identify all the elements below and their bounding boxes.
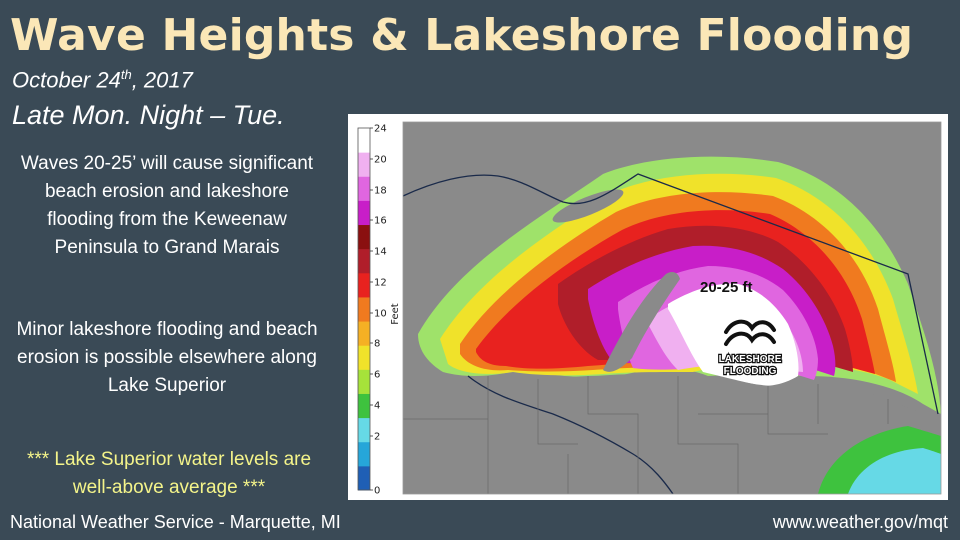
colorbar-tick-label: 24 [374, 124, 387, 135]
colorbar-border [357, 127, 371, 491]
colorbar-segment [358, 176, 370, 201]
colorbar-tick-label: 18 [374, 186, 387, 197]
badge-line-2: FLOODING [724, 366, 777, 377]
page-title: Wave Heights & Lakeshore Flooding [10, 10, 914, 61]
colorbar-segment [358, 441, 370, 467]
footer-url: www.weather.gov/mqt [772, 512, 948, 532]
wave-height-callout: 20-25 ft [700, 279, 753, 296]
colorbar-segment [358, 321, 370, 346]
lakeshore-flooding-badge: LAKESHORE FLOODING [717, 319, 783, 378]
lake-michigan-waves-low [848, 448, 941, 494]
impact-paragraph-minor: Minor lakeshore flooding and beach erosi… [16, 319, 318, 396]
colorbar-segment [358, 152, 370, 177]
lake-superior-waves [418, 156, 941, 414]
water-level-note: *** Lake Superior water levels are well-… [26, 449, 312, 498]
colorbar-segment [358, 296, 370, 322]
colorbar-segment [358, 224, 370, 250]
colorbar-tick-label: 20 [374, 155, 387, 166]
date-suffix: th [120, 67, 132, 82]
colorbar-tick-label: 14 [374, 247, 387, 258]
colorbar-segment [358, 200, 370, 226]
colorbar-tick-label: 4 [374, 401, 380, 412]
upper-peninsula [403, 374, 941, 494]
wave-height-map: 24 20 18 16 14 12 10 8 6 4 2 0 Feet [348, 114, 948, 500]
colorbar-tick-label: 10 [374, 309, 387, 320]
state-borders [403, 173, 939, 494]
forecast-period: Late Mon. Night – Tue. [12, 100, 285, 130]
colorbar-segment [358, 393, 370, 419]
badge-line-1: LAKESHORE [719, 354, 782, 365]
colorbar-tick-label: 12 [374, 278, 387, 289]
colorbar-tick-label: 16 [374, 216, 387, 227]
footer-office: National Weather Service - Marquette, MI [10, 512, 341, 532]
keweenaw-peninsula [603, 271, 680, 372]
date-year: , 2017 [131, 67, 193, 93]
colorbar-tick-label: 6 [374, 370, 380, 381]
isle-royale [552, 189, 624, 223]
county-borders [403, 376, 889, 494]
colorbar-segment [358, 345, 370, 370]
colorbar-segment [358, 417, 370, 443]
map-area [403, 122, 941, 494]
colorbar-segment [358, 272, 370, 298]
colorbar-tick-label: 0 [374, 486, 380, 497]
colorbar-segments [358, 128, 370, 491]
colorbar-segment [358, 369, 370, 394]
colorbar-tick-label: 2 [374, 432, 380, 443]
colorbar-tick-label: 8 [374, 339, 380, 350]
impact-paragraph-major: Waves 20-25’ will cause significant beac… [20, 153, 314, 258]
forecast-date: October 24th, 2017 [12, 67, 193, 93]
colorbar-segment [358, 248, 370, 274]
colorbar-unit-label: Feet [390, 303, 401, 325]
map-border [402, 121, 942, 495]
date-main: October 24 [12, 67, 121, 93]
waves-icon [724, 319, 776, 346]
colorbar-segment [358, 465, 370, 491]
colorbar-segment [358, 128, 370, 153]
